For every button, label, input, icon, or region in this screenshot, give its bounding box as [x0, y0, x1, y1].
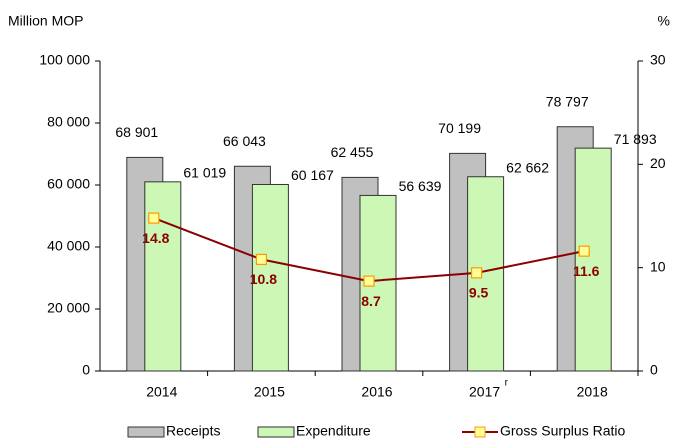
y2-tick-label: 10	[650, 258, 666, 274]
x-tick-label: 2017	[469, 384, 500, 400]
y-tick-label: 40 000	[47, 238, 90, 254]
data-label: 10.8	[250, 271, 277, 287]
marker	[148, 212, 160, 224]
y2-axis-label: %	[658, 13, 670, 29]
data-label: 71 893	[614, 131, 657, 147]
y2-tick-label: 20	[650, 155, 666, 171]
data-label: 56 639	[399, 178, 442, 194]
bar	[251, 183, 289, 372]
y-tick-label: 60 000	[47, 176, 90, 192]
marker	[578, 245, 590, 257]
data-label: 68 901	[115, 124, 158, 140]
bar	[574, 147, 612, 372]
legend-label: Receipts	[166, 423, 220, 439]
marker	[255, 253, 267, 265]
data-label: 60 167	[291, 167, 334, 183]
data-label: 66 043	[223, 133, 266, 149]
y2-tick-label: 30	[650, 52, 666, 68]
y-tick-label: 0	[82, 362, 90, 378]
data-label: 62 455	[331, 144, 374, 160]
data-label: 11.6	[573, 263, 600, 279]
data-label: 8.7	[361, 293, 381, 309]
legend-swatch	[257, 426, 295, 438]
data-label: 78 797	[546, 93, 589, 109]
legend-swatch	[127, 426, 165, 438]
x-tick-label: 2018	[577, 384, 608, 400]
x-tick-superscript: r	[505, 378, 509, 389]
marker	[363, 275, 375, 287]
y2-tick-label: 0	[650, 362, 658, 378]
legend-label: Gross Surplus Ratio	[500, 423, 625, 439]
data-label: 14.8	[142, 230, 169, 246]
data-label: 70 199	[438, 120, 481, 136]
marker	[471, 267, 483, 279]
y-tick-label: 100 000	[39, 52, 90, 68]
y-tick-label: 80 000	[47, 114, 90, 130]
x-tick-label: 2014	[146, 384, 177, 400]
legend-label: Expenditure	[296, 423, 371, 439]
x-tick-label: 2016	[361, 384, 392, 400]
data-label: 61 019	[183, 165, 226, 181]
data-label: 62 662	[506, 159, 549, 175]
y-tick-label: 20 000	[47, 300, 90, 316]
data-label: 9.5	[469, 285, 489, 301]
x-tick-label: 2015	[254, 384, 285, 400]
bar	[144, 181, 182, 372]
legend-swatch	[474, 426, 486, 438]
y-axis-label: Million MOP	[8, 13, 83, 29]
